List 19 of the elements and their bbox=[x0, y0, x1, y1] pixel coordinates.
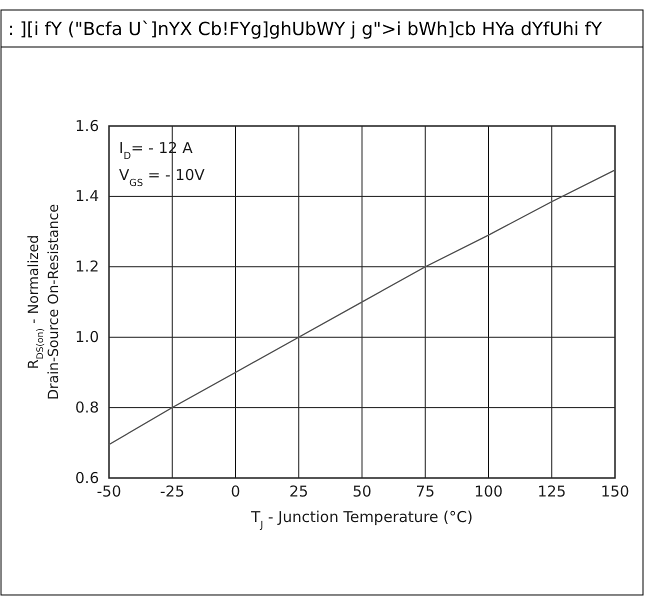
x-tick-label: 50 bbox=[352, 482, 372, 501]
annotation: V$_{GS}$ = - 10V bbox=[119, 166, 206, 188]
x-tick-label: 25 bbox=[289, 482, 308, 501]
y-tick-label: 1.4 bbox=[75, 187, 99, 206]
x-tick-label: 75 bbox=[416, 482, 435, 501]
y-tick-label: 1.6 bbox=[75, 116, 99, 135]
chart-title: : ][i fY ("Bcfa U`]nYX Cb!FYg]ghUbWY j g">i bWh]cb HYa dYfUhi fY bbox=[8, 19, 603, 40]
x-tick-label: -25 bbox=[160, 482, 184, 501]
x-tick-label: 0 bbox=[230, 482, 240, 501]
x-tick-label: 150 bbox=[600, 482, 630, 501]
line-series bbox=[108, 169, 616, 446]
y-tick-label: 0.6 bbox=[75, 468, 99, 487]
y-tick-label: 1.2 bbox=[75, 258, 99, 276]
x-tick-label: -50 bbox=[96, 482, 122, 501]
x-axis-title: T$_{J}$ - Junction Temperature (°C) bbox=[250, 508, 473, 530]
y-tick-label: 1.0 bbox=[75, 328, 99, 346]
x-tick-label: 125 bbox=[537, 482, 566, 501]
y-tick-label: 0.8 bbox=[75, 398, 99, 416]
x-tick-label: 100 bbox=[474, 482, 503, 501]
